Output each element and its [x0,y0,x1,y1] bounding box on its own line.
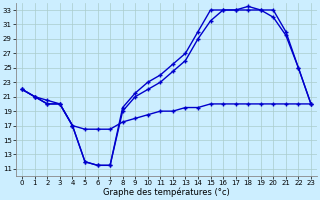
X-axis label: Graphe des températures (°c): Graphe des températures (°c) [103,188,230,197]
